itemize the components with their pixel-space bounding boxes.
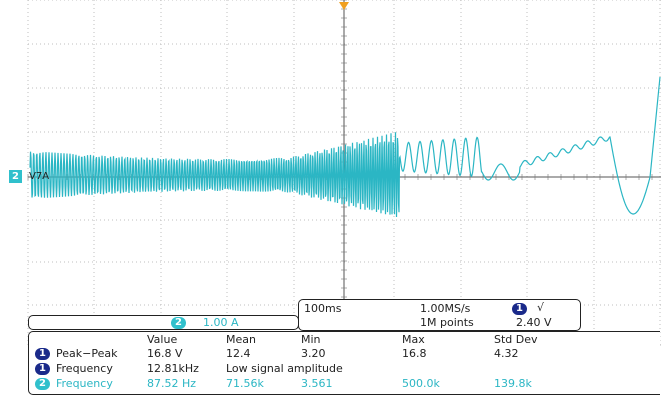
- channel-2-ground-marker[interactable]: 2: [9, 170, 22, 183]
- row3-name: Frequency: [56, 377, 113, 390]
- row1-min: 3.20: [301, 347, 326, 360]
- record-length: 1M points: [420, 316, 474, 329]
- trigger-source-badge: 1: [512, 303, 527, 315]
- ch2-scale-value: 1.00 A: [203, 316, 239, 329]
- row1-max: 16.8: [402, 347, 427, 360]
- row2-name: Frequency: [56, 362, 113, 375]
- sample-rate: 1.00MS/s: [420, 302, 471, 315]
- ch2-scale-box[interactable]: 2 1.00 A: [28, 315, 299, 330]
- header-mean: Mean: [226, 333, 256, 346]
- header-max: Max: [402, 333, 425, 346]
- row1-mean: 12.4: [226, 347, 251, 360]
- header-std-dev: Std Dev: [494, 333, 538, 346]
- row3-min: 3.561: [301, 377, 333, 390]
- trace-label: V7A: [29, 171, 50, 182]
- trigger-position-marker[interactable]: [339, 2, 349, 10]
- measurement-panel: Value Mean Min Max Std Dev 1 Peak−Peak 1…: [28, 331, 660, 395]
- row1-badge: 1: [35, 348, 50, 360]
- row2-badge: 1: [35, 363, 50, 375]
- row1-std: 4.32: [494, 347, 519, 360]
- row3-std: 139.8k: [494, 377, 532, 390]
- header-value: Value: [147, 333, 178, 346]
- timebase-box[interactable]: 100ms 1.00MS/s 1M points 1 √ 2.40 V: [298, 299, 581, 331]
- trigger-slope-icon: √: [537, 301, 545, 314]
- row2-value: 12.81kHz: [147, 362, 199, 375]
- trigger-level: 2.40 V: [516, 316, 552, 329]
- row1-name: Peak−Peak: [56, 347, 118, 360]
- ch2-badge: 2: [171, 317, 186, 329]
- row3-mean: 71.56k: [226, 377, 264, 390]
- time-per-div: 100ms: [304, 302, 342, 315]
- row3-value: 87.52 Hz: [147, 377, 197, 390]
- row3-max: 500.0k: [402, 377, 440, 390]
- row3-badge: 2: [35, 378, 50, 390]
- row1-value: 16.8 V: [147, 347, 183, 360]
- channel-2-waveform: [29, 76, 661, 218]
- header-min: Min: [301, 333, 321, 346]
- row2-note: Low signal amplitude: [226, 362, 343, 375]
